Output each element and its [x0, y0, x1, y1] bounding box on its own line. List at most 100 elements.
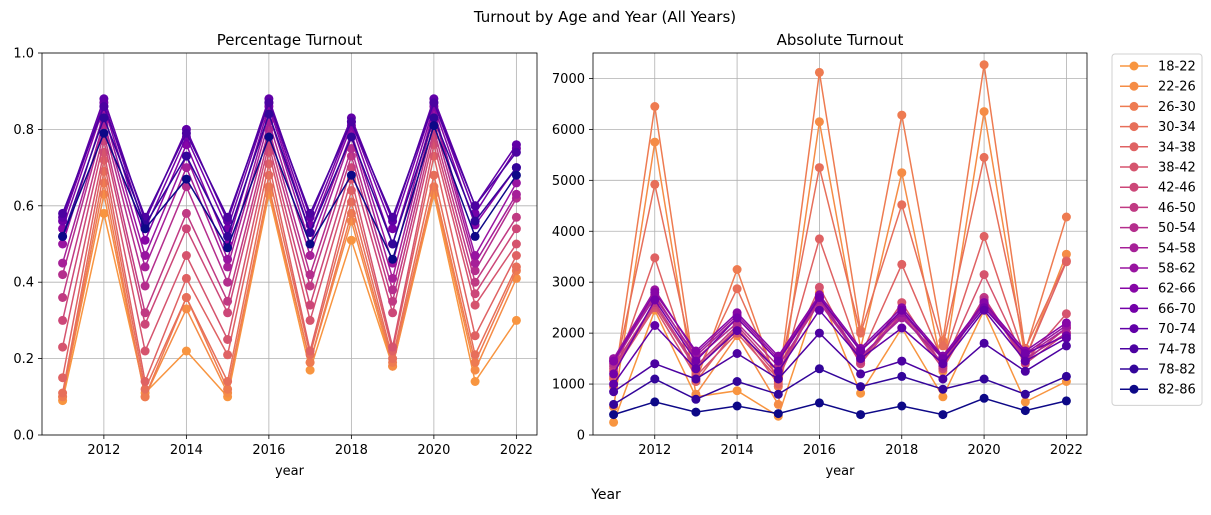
- data-point: [470, 331, 480, 341]
- data-point: [650, 179, 660, 189]
- data-point: [856, 410, 866, 420]
- data-point: [99, 208, 109, 218]
- legend: 18-22 22-26 26-30 30-34 34-38 38-42 42-46 46-50…: [1111, 53, 1203, 406]
- data-point: [691, 346, 701, 356]
- data-point: [814, 67, 824, 77]
- data-point: [650, 397, 660, 407]
- data-point: [99, 128, 109, 138]
- data-point: [732, 313, 742, 323]
- data-point: [388, 224, 398, 234]
- data-point: [140, 251, 150, 260]
- data-point: [1061, 396, 1071, 406]
- data-point: [691, 394, 701, 404]
- axes-title: Percentage Turnout: [217, 31, 363, 49]
- legend-label: 42-46: [1158, 181, 1196, 196]
- legend-label: 62-66: [1158, 282, 1196, 297]
- data-point: [897, 371, 907, 381]
- data-point: [897, 168, 907, 178]
- data-point: [470, 357, 480, 367]
- legend-marker: [1129, 263, 1139, 273]
- data-point: [938, 410, 948, 420]
- data-point: [814, 282, 824, 292]
- x-axis-label: year: [275, 464, 305, 479]
- y-tick-label: 0.0: [13, 429, 34, 444]
- legend-item: 70-74: [1120, 322, 1196, 337]
- y-tick-label: 6000: [552, 123, 585, 138]
- series-line: [612, 291, 1067, 362]
- data-point: [511, 189, 521, 199]
- data-point: [691, 374, 701, 384]
- data-point: [388, 296, 398, 306]
- data-point: [223, 296, 233, 306]
- data-point: [814, 234, 824, 244]
- y-tick-label: 4000: [552, 225, 585, 240]
- x-tick-label: 2020: [417, 443, 450, 458]
- data-point: [58, 258, 68, 268]
- series-line: [612, 308, 1067, 385]
- data-point: [1061, 309, 1071, 319]
- data-point: [897, 110, 907, 120]
- legend-marker: [1129, 384, 1139, 394]
- data-point: [388, 342, 398, 352]
- legend-label: 50-54: [1158, 221, 1196, 236]
- data-point: [979, 107, 989, 117]
- data-point: [732, 284, 742, 294]
- legend-label: 46-50: [1158, 201, 1196, 216]
- series-line: [612, 290, 1067, 423]
- data-point: [609, 387, 619, 397]
- data-point: [609, 356, 619, 366]
- data-point: [732, 326, 742, 336]
- data-point: [979, 338, 989, 348]
- data-point: [650, 321, 660, 330]
- data-point: [814, 305, 824, 315]
- data-point: [1061, 249, 1071, 259]
- data-point: [223, 231, 233, 241]
- data-point: [856, 388, 866, 398]
- data-point: [181, 163, 191, 173]
- series-line: [61, 100, 517, 220]
- series-74-78: [609, 328, 1071, 397]
- data-point: [181, 208, 191, 218]
- y-tick-label: 7000: [552, 72, 585, 87]
- data-point: [181, 224, 191, 234]
- data-point: [99, 94, 109, 104]
- data-point: [305, 208, 315, 218]
- data-point: [388, 354, 398, 364]
- data-point: [99, 102, 109, 111]
- data-point: [856, 369, 866, 379]
- data-point: [773, 366, 783, 376]
- legend-item: 26-30: [1120, 100, 1196, 115]
- data-point: [346, 170, 356, 180]
- data-point: [511, 262, 521, 272]
- series-line: [61, 129, 518, 316]
- data-point: [181, 304, 191, 314]
- data-point: [814, 364, 824, 374]
- data-point: [470, 251, 480, 260]
- data-point: [650, 295, 660, 305]
- data-point: [1061, 341, 1071, 351]
- legend-label: 30-34: [1158, 120, 1196, 135]
- data-point: [609, 410, 619, 420]
- legend-item: 30-34: [1120, 120, 1196, 135]
- data-point: [140, 224, 150, 234]
- data-point: [691, 364, 701, 374]
- legend-label: 18-22: [1158, 60, 1196, 75]
- legend-item: 46-50: [1120, 201, 1196, 216]
- data-point: [511, 315, 521, 325]
- axes-frame: [41, 52, 538, 436]
- data-point: [305, 365, 315, 375]
- data-point: [650, 102, 660, 111]
- data-point: [897, 356, 907, 366]
- legend-marker: [1129, 61, 1139, 71]
- data-point: [470, 258, 480, 268]
- data-point: [99, 113, 109, 123]
- legend-item: 22-26: [1120, 80, 1196, 95]
- y-tick-label: 3000: [552, 276, 585, 291]
- series-line: [612, 296, 1067, 375]
- data-point: [938, 359, 948, 369]
- legend-frame: [1111, 53, 1203, 406]
- data-point: [58, 208, 68, 218]
- legend-item: 74-78: [1120, 342, 1196, 357]
- data-point: [511, 170, 521, 180]
- data-point: [305, 228, 315, 237]
